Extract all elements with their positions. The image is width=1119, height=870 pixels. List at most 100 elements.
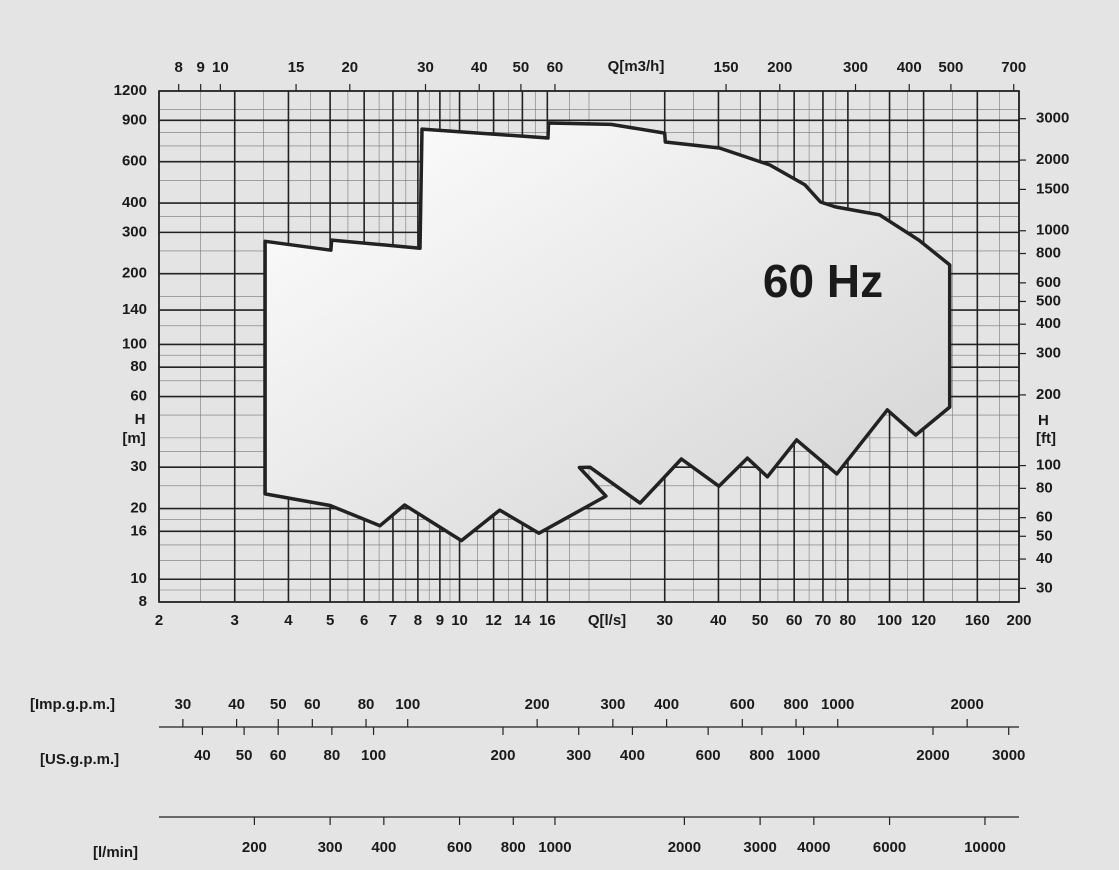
y2-axis-label: [ft] [1036, 430, 1056, 447]
x2-tick-label: 700 [1001, 59, 1026, 76]
extra-axis-tick-label: 50 [270, 696, 287, 713]
extra-axis-tick-label: 400 [371, 839, 396, 856]
y-tick-label: 400 [122, 194, 147, 211]
x-tick-label: 14 [514, 612, 531, 629]
y2-tick-label: 30 [1036, 579, 1053, 596]
envelope [263, 121, 952, 543]
annotation: 60 Hz [763, 255, 883, 307]
x2-tick-label: 300 [843, 59, 868, 76]
x2-tick-label: 500 [938, 59, 963, 76]
x-tick-label: 70 [815, 612, 832, 629]
extra-axis-tick-label: 80 [358, 696, 375, 713]
x-tick-label: 3 [231, 612, 239, 629]
x2-axis-label: Q[m3/h] [608, 58, 665, 75]
y2-tick-label: 50 [1036, 527, 1053, 544]
x-tick-label: 4 [284, 612, 293, 629]
y-tick-label: 16 [130, 522, 147, 539]
x-tick-label: 16 [539, 612, 556, 629]
extra-axis-label: [Imp.g.p.m.] [30, 696, 115, 713]
extra-axis-tick-label: 300 [318, 839, 343, 856]
y2-tick-label: 400 [1036, 315, 1061, 332]
extra-axis-tick-label: 2000 [668, 839, 701, 856]
y2-tick-label: 300 [1036, 345, 1061, 362]
y-tick-label: 80 [130, 358, 147, 375]
plot: 60 Hz [263, 121, 952, 543]
extra-axis-tick-label: 80 [324, 747, 341, 764]
axes: 2 3 4 5 6 7 8 9 10 12 14 16 30 40 50 60 70 80 100 120 160 200… [30, 58, 1069, 861]
extra-axis-label: [l/min] [93, 844, 138, 861]
extra-axis-tick-label: 800 [501, 839, 526, 856]
extra-axis-tick-label: 100 [361, 747, 386, 764]
extra-axis-tick-label: 800 [784, 696, 809, 713]
extra-axis-tick-label: 200 [242, 839, 267, 856]
x2-tick-label: 40 [471, 59, 488, 76]
extra-axis-tick-label: 60 [270, 747, 287, 764]
extra-axis-tick-label: 30 [175, 696, 192, 713]
y-tick-label: 600 [122, 153, 147, 170]
y2-tick-label: 2000 [1036, 151, 1069, 168]
x-tick-label: 5 [326, 612, 334, 629]
extra-axis-tick-label: 6000 [873, 839, 906, 856]
x2-tick-label: 8 [175, 59, 183, 76]
x-tick-label: 6 [360, 612, 368, 629]
extra-axis-tick-label: 200 [490, 747, 515, 764]
y-tick-label: 10 [130, 570, 147, 587]
x-tick-label: 50 [752, 612, 769, 629]
x-tick-label: 12 [485, 612, 502, 629]
plot-frame [158, 90, 1020, 603]
extra-axis-tick-label: 1000 [821, 696, 854, 713]
y-tick-label: 30 [130, 458, 147, 475]
extra-axis-tick-label: 300 [600, 696, 625, 713]
y-tick-label: 900 [122, 111, 147, 128]
x2-tick-label: 15 [288, 59, 305, 76]
x-tick-label: 120 [911, 612, 936, 629]
y-tick-label: 1200 [114, 82, 147, 99]
x2-tick-label: 400 [897, 59, 922, 76]
extra-axis-tick-label: 600 [696, 747, 721, 764]
x-tick-label: 200 [1006, 612, 1031, 629]
extra-axis-tick-label: 40 [194, 747, 211, 764]
extra-axis-tick-label: 50 [236, 747, 253, 764]
x2-tick-label: 150 [714, 59, 739, 76]
x-tick-label: 100 [877, 612, 902, 629]
x2-tick-label: 200 [767, 59, 792, 76]
extra-axis-tick-label: 100 [395, 696, 420, 713]
y-tick-label: 60 [130, 387, 147, 404]
x-tick-label: 80 [840, 612, 857, 629]
x-tick-label: 2 [155, 612, 163, 629]
x-tick-label: 40 [710, 612, 727, 629]
extra-axis-tick-label: 400 [654, 696, 679, 713]
extra-axis-tick-label: 600 [447, 839, 472, 856]
y2-tick-label: 500 [1036, 292, 1061, 309]
y-tick-label: 140 [122, 301, 147, 318]
y2-tick-label: 800 [1036, 244, 1061, 261]
y2-tick-label: 60 [1036, 509, 1053, 526]
extra-axis-tick-label: 1000 [787, 747, 820, 764]
y2-axis-label: H [1038, 412, 1049, 429]
y-axis-label: [m] [122, 430, 145, 447]
y2-tick-label: 1000 [1036, 222, 1069, 239]
extra-axis-tick-label: 400 [620, 747, 645, 764]
x-tick-label: 8 [414, 612, 422, 629]
x-tick-label: 9 [436, 612, 444, 629]
extra-axis-tick-label: 3000 [743, 839, 776, 856]
y-tick-label: 8 [139, 593, 147, 610]
y2-tick-label: 40 [1036, 550, 1053, 567]
extra-axis-tick-label: 1000 [538, 839, 571, 856]
extra-axis-tick-label: 200 [525, 696, 550, 713]
extra-axis-tick-label: 4000 [797, 839, 830, 856]
y-tick-label: 200 [122, 265, 147, 282]
y2-tick-label: 80 [1036, 479, 1053, 496]
x-tick-label: 7 [389, 612, 397, 629]
extra-axis-tick-label: 10000 [964, 839, 1006, 856]
x-tick-label: 10 [451, 612, 468, 629]
y-tick-label: 20 [130, 500, 147, 517]
y-tick-label: 300 [122, 223, 147, 240]
x2-tick-label: 20 [341, 59, 358, 76]
extra-axis-tick-label: 2000 [950, 696, 983, 713]
x2-tick-label: 30 [417, 59, 434, 76]
y-axis-label: H [135, 411, 146, 428]
x2-tick-label: 50 [513, 59, 530, 76]
extra-axis-tick-label: 800 [749, 747, 774, 764]
